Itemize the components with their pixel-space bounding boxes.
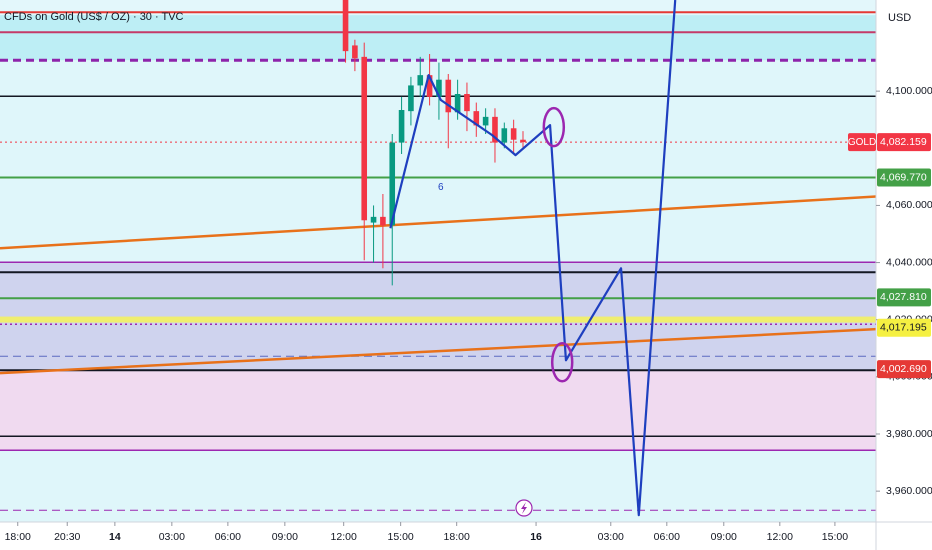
x-tick-label: 03:00 [159, 531, 185, 543]
zone [0, 316, 876, 323]
time-axis [0, 522, 876, 550]
price-label-box [877, 360, 931, 379]
y-tick-label: 3,960.000 [886, 485, 932, 497]
price-label-box [877, 288, 931, 307]
drawn-path [389, 0, 677, 517]
chart-title: CFDs on Gold (US$ / OZ) · 30 · TVC [4, 11, 184, 23]
candle-body [426, 75, 433, 97]
price-label: 4,082.159 [880, 136, 927, 148]
x-tick-label: 15:00 [822, 531, 848, 543]
highlight-ellipse [550, 342, 574, 383]
candle-body [417, 75, 424, 86]
symbol-label: GOLD [848, 137, 876, 148]
zone [0, 262, 876, 371]
price-label-box [877, 318, 931, 337]
y-tick-label: 3,980.000 [886, 428, 932, 440]
currency-label: USD [888, 12, 911, 24]
candle-body [445, 79, 452, 113]
candle-body [492, 116, 498, 143]
x-tick-label: 20:30 [54, 531, 80, 543]
highlight-ellipse [542, 106, 566, 148]
candle-body [454, 94, 461, 113]
candle-body [352, 45, 358, 59]
candle-body [380, 216, 386, 226]
zone [0, 370, 876, 451]
candle-body [342, 0, 349, 52]
trendline [0, 195, 876, 250]
y-tick-label: 4,100.000 [886, 85, 932, 97]
axes: 3,960.0003,980.0004,000.0004,020.0004,04… [5, 85, 932, 543]
candle-body [436, 79, 442, 97]
candle-body [370, 216, 377, 223]
x-tick-label: 12:00 [331, 531, 357, 543]
x-tick-label: 09:00 [711, 531, 737, 543]
candle-body [501, 128, 508, 143]
candle-body [389, 142, 396, 226]
candle-body [473, 111, 480, 126]
price-axis [876, 0, 932, 550]
candle-body [398, 110, 405, 143]
x-tick-label: 18:00 [444, 531, 470, 543]
trendline [0, 327, 876, 375]
price-label: 4,002.690 [880, 363, 927, 375]
annotation: 6 [438, 182, 444, 193]
price-label: 4,027.810 [880, 291, 927, 303]
candle-body [464, 94, 470, 112]
x-tick-label: 12:00 [767, 531, 793, 543]
candle-body [510, 128, 517, 140]
x-tick-label: 09:00 [272, 531, 298, 543]
zone [0, 15, 876, 61]
alert-icon [515, 499, 533, 517]
candle-body [408, 85, 414, 112]
x-tick-label: 06:00 [215, 531, 241, 543]
price-label: 4,017.195 [880, 322, 927, 334]
price-label-box [877, 168, 931, 187]
candle-body [520, 139, 526, 143]
x-tick-label: 15:00 [388, 531, 414, 543]
x-tick-label: 18:00 [5, 531, 31, 543]
x-tick-label: 14 [109, 531, 121, 543]
symbol-label-box [848, 133, 876, 152]
y-tick-label: 4,060.000 [886, 199, 932, 211]
candle-body [482, 116, 489, 126]
x-tick-label: 16 [530, 531, 542, 543]
candle-body [361, 56, 368, 221]
y-tick-label: 4,040.000 [886, 256, 932, 268]
plot-area: 6 [0, 0, 876, 522]
zone [0, 450, 876, 522]
x-tick-label: 03:00 [598, 531, 624, 543]
price-label-box [877, 133, 931, 152]
price-label: 4,069.770 [880, 171, 927, 183]
x-tick-label: 06:00 [654, 531, 680, 543]
